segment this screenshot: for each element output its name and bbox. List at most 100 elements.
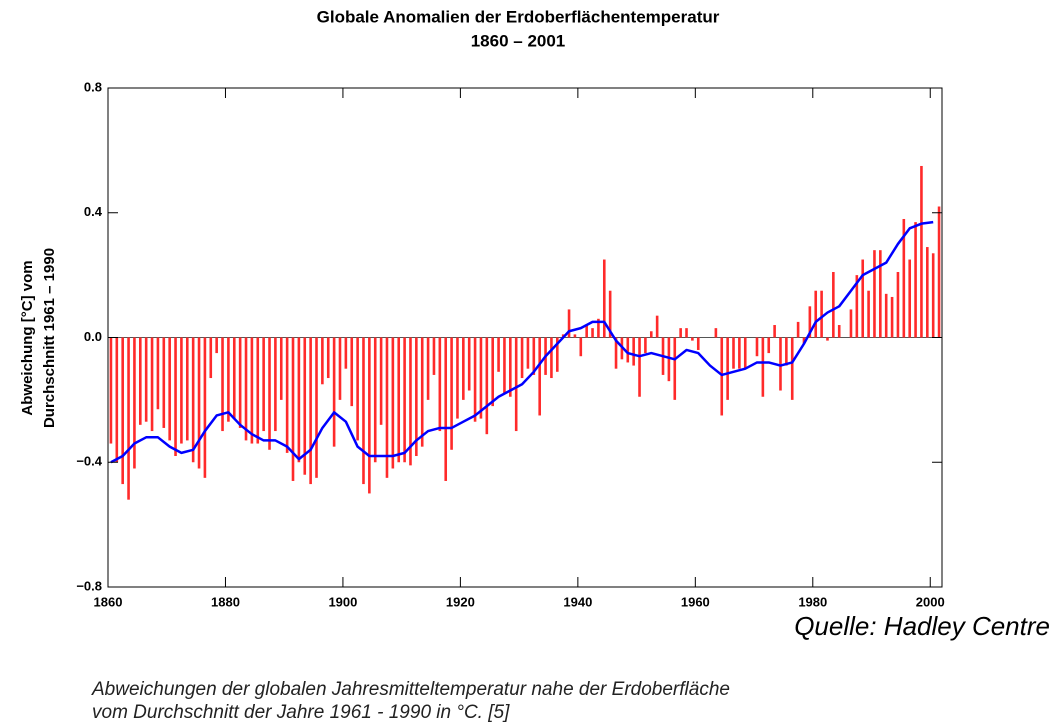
bar: [491, 337, 494, 407]
bar: [156, 337, 160, 410]
bar: [121, 337, 124, 485]
bar: [227, 337, 230, 422]
bar: [790, 337, 794, 400]
bar: [326, 337, 330, 379]
bar: [321, 337, 324, 385]
bar: [796, 321, 800, 338]
bar: [133, 337, 136, 469]
bar: [150, 337, 154, 432]
bar: [444, 337, 448, 481]
bar: [638, 337, 641, 397]
bar: [908, 259, 911, 338]
bar: [391, 337, 395, 469]
bar: [802, 337, 806, 344]
bar: [256, 337, 260, 444]
x-tick-label: 1860: [94, 594, 123, 609]
bar: [685, 328, 688, 338]
x-tick-label: 1980: [798, 594, 827, 609]
bar: [550, 337, 553, 379]
y-tick-label: −0.8: [76, 578, 102, 593]
bar: [732, 337, 735, 369]
bar: [779, 337, 782, 391]
bar: [344, 337, 348, 369]
bar: [626, 337, 630, 363]
bar: [532, 337, 536, 375]
x-tick-label: 1960: [681, 594, 710, 609]
bar: [244, 337, 248, 441]
bar: [826, 337, 829, 341]
bar: [767, 337, 771, 354]
chart-title: Globale Anomalien der Erdoberflächentemp…: [317, 7, 720, 26]
x-tick-label: 1880: [211, 594, 240, 609]
bar: [538, 337, 541, 416]
bar: [679, 328, 682, 338]
smoothed-line: [110, 220, 934, 464]
bar: [597, 318, 600, 338]
bar: [139, 337, 142, 425]
bar: [738, 337, 741, 369]
bar: [473, 337, 477, 422]
bar: [485, 337, 489, 435]
bar: [509, 337, 512, 397]
bar: [503, 337, 506, 394]
bar: [274, 337, 277, 432]
bar: [285, 337, 289, 453]
bar: [350, 337, 354, 407]
bar: [197, 337, 201, 469]
x-tick-label: 1900: [328, 594, 357, 609]
bar: [221, 337, 224, 432]
bar: [185, 337, 189, 441]
bar: [644, 337, 647, 354]
bar: [297, 337, 301, 463]
bar: [209, 337, 213, 379]
bar: [462, 337, 465, 400]
bar: [867, 290, 870, 338]
bar: [920, 165, 923, 338]
bar: [438, 337, 442, 432]
bar: [279, 337, 283, 400]
bar: [450, 337, 453, 450]
bar: [338, 337, 342, 400]
bar: [849, 309, 853, 338]
bar: [432, 337, 436, 375]
bar: [303, 337, 307, 475]
bar: [203, 337, 207, 478]
bar: [168, 337, 171, 441]
bar: [785, 337, 788, 366]
bar: [608, 290, 612, 338]
bar: [215, 337, 218, 354]
bar: [315, 337, 318, 478]
bar: [937, 206, 941, 338]
bar: [426, 337, 430, 400]
bar: [855, 275, 859, 338]
bar: [409, 337, 412, 466]
bar: [127, 337, 130, 500]
bar: [755, 337, 759, 357]
bar: [526, 337, 530, 369]
bar: [579, 337, 583, 357]
bar: [514, 337, 518, 432]
y-axis-label: Abweichung [°C] vom: [19, 260, 36, 415]
bar: [232, 337, 236, 419]
bar: [567, 309, 571, 338]
bar: [379, 337, 383, 425]
caption: Abweichungen der globalen Jahresmittelte…: [91, 679, 730, 700]
bar: [649, 331, 653, 338]
bar: [467, 337, 471, 391]
bar: [890, 296, 894, 338]
bar: [162, 337, 166, 428]
bar: [602, 259, 606, 338]
bar: [714, 328, 718, 338]
y-tick-label: 0.0: [84, 329, 102, 344]
bar: [632, 337, 635, 366]
bar: [926, 247, 929, 338]
y-tick-label: −0.4: [76, 454, 102, 469]
bar: [614, 337, 618, 369]
x-tick-label: 2000: [916, 594, 945, 609]
bar: [497, 337, 500, 372]
bar: [356, 337, 359, 441]
bar: [720, 337, 724, 416]
bar: [832, 272, 835, 338]
bar: [808, 306, 812, 338]
